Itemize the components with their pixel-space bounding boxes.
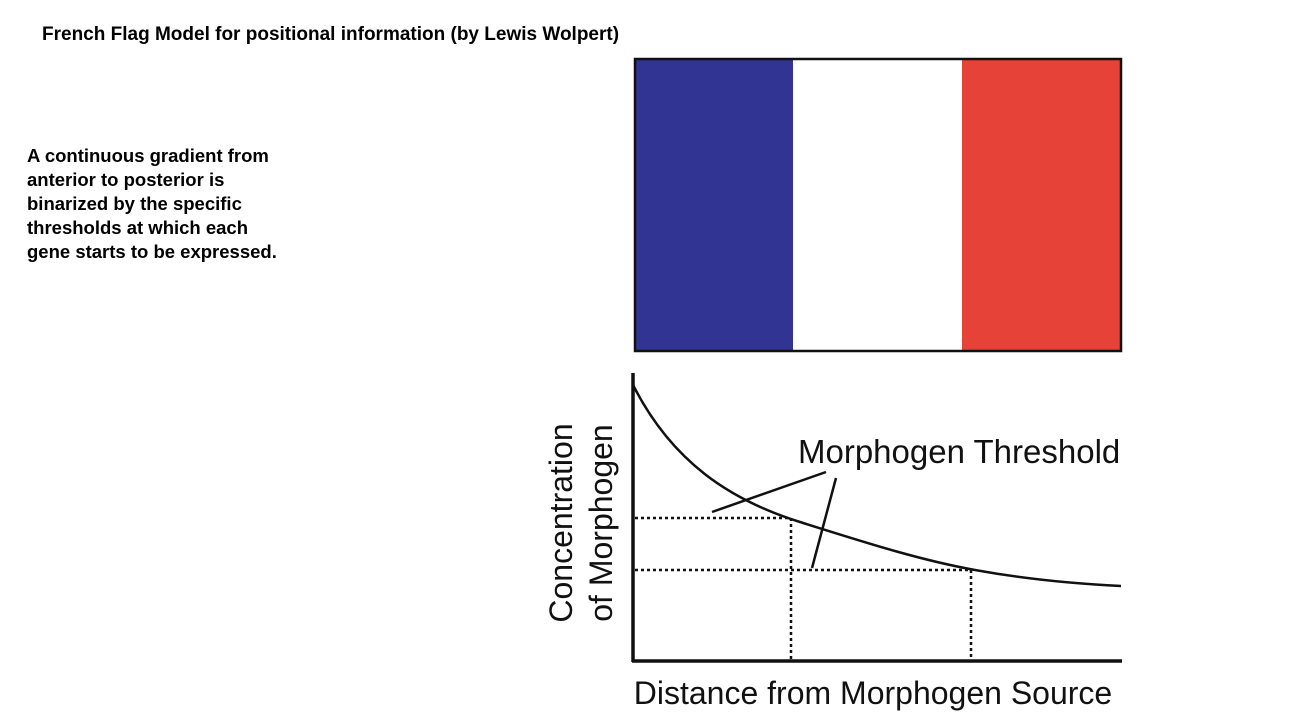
pointer-line [711,470,827,514]
x-axis-label: Distance from Morphogen Source [634,675,1112,711]
pointer-line [810,477,838,569]
flag-red [962,59,1121,351]
flag-blue [635,59,793,351]
y-axis-label: Concentration [543,423,579,622]
description: A continuous gradient from anterior to p… [27,145,277,262]
threshold-label: Morphogen Threshold [798,433,1120,470]
slide-title: French Flag Model for positional informa… [42,24,620,45]
flag-white [793,59,962,351]
y-axis-label: of Morphogen [583,424,619,621]
gradient-curve [631,384,1122,588]
flag-border [633,57,1123,353]
